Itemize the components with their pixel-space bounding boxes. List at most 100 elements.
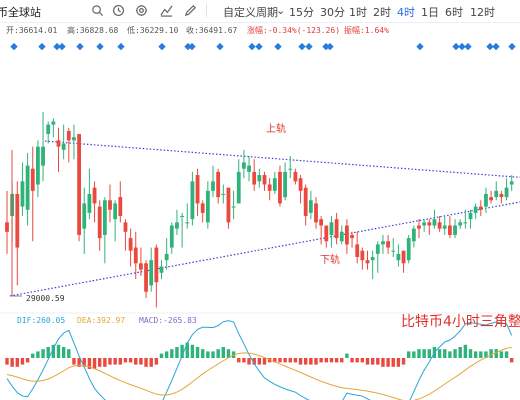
- macd-bar-25: [134, 358, 138, 365]
- candle-body-40: [211, 181, 215, 191]
- candle-body-33: [175, 222, 179, 229]
- candle-body-34: [180, 216, 184, 218]
- candle-body-4: [25, 165, 30, 210]
- candle-body-81: [422, 222, 427, 226]
- candle-body-64: [334, 219, 339, 239]
- candle-body-90: [468, 212, 473, 220]
- candle-body-87: [453, 225, 457, 235]
- macd-bar-12: [67, 349, 71, 358]
- macd-bar-11: [61, 347, 66, 358]
- upper-trendline: [44, 140, 520, 178]
- candle-body-48: [252, 171, 257, 185]
- macd-bar-53: [278, 358, 282, 363]
- period-2h[interactable]: 2时: [373, 6, 391, 19]
- chevron-down-icon[interactable]: ⌄: [276, 4, 286, 17]
- dif-line: [6, 320, 513, 400]
- candle-body-61: [319, 219, 324, 226]
- candle-body-83: [432, 219, 437, 226]
- macd-bar-76: [396, 358, 401, 367]
- macd-bar-52: [273, 358, 277, 363]
- candle-body-70: [365, 260, 370, 264]
- macd-bar-87: [453, 349, 457, 358]
- draw-icon[interactable]: [183, 3, 197, 17]
- period-4h[interactable]: 4时: [397, 6, 415, 19]
- macd-bar-72: [376, 358, 380, 365]
- candle-body-56: [293, 171, 298, 182]
- candle-body-72: [375, 244, 380, 254]
- macd-bar-59: [309, 358, 313, 365]
- candle-body-52: [272, 178, 277, 191]
- custom-period-dropdown[interactable]: 自定义周期: [223, 6, 278, 19]
- candle-body-92: [478, 206, 483, 210]
- low-price-marker: 29000.59: [26, 294, 65, 303]
- macd-bar-97: [504, 351, 509, 358]
- candle-body-80: [417, 225, 421, 229]
- candle-body-96: [499, 193, 504, 198]
- macd-bar-65: [340, 358, 344, 363]
- candle-body-84: [437, 222, 442, 229]
- macd-bar-43: [226, 349, 231, 358]
- indicator-icon[interactable]: [159, 3, 173, 17]
- candle-body-42: [221, 193, 226, 195]
- candle-body-73: [381, 241, 385, 245]
- candle-body-59: [308, 200, 313, 213]
- macd-bar-79: [412, 351, 416, 358]
- macd-bar-55: [288, 358, 292, 363]
- candle-body-79: [411, 228, 416, 242]
- candle-body-9: [51, 121, 56, 125]
- candle-body-53: [278, 171, 282, 204]
- upper-trendline-label: 上轨: [266, 124, 286, 135]
- candle-body-25: [133, 247, 138, 264]
- close-value: 收:36491.67: [186, 26, 238, 35]
- period-1d[interactable]: 1日: [421, 6, 439, 19]
- period-12h[interactable]: 12时: [470, 6, 495, 19]
- candle-body-69: [360, 250, 365, 261]
- signal-marker-23: [492, 42, 500, 51]
- period-15m[interactable]: 15分: [289, 6, 314, 19]
- macd-bar-82: [427, 349, 431, 358]
- candle-body-37: [195, 175, 200, 204]
- macd-bar-50: [262, 358, 267, 365]
- macd-bar-16: [87, 358, 92, 369]
- signal-marker-3: [58, 42, 66, 51]
- site-label: 币全球站: [0, 6, 41, 19]
- period-6h[interactable]: 6时: [445, 6, 463, 19]
- candle-body-41: [216, 171, 221, 198]
- candle-body-35: [185, 222, 190, 224]
- signal-marker-6: [117, 42, 125, 51]
- macd-bar-10: [56, 344, 61, 358]
- clock-icon[interactable]: [111, 3, 125, 17]
- macd-bar-23: [123, 358, 128, 363]
- candle-body-82: [427, 222, 432, 226]
- candle-body-14: [77, 134, 81, 235]
- candle-body-18: [97, 206, 102, 239]
- candle-body-31: [164, 253, 169, 261]
- signal-marker-7: [158, 42, 166, 51]
- signal-marker-24: [508, 42, 516, 51]
- macd-bar-8: [46, 347, 50, 358]
- search-icon[interactable]: [90, 3, 104, 17]
- period-1h[interactable]: 1时: [349, 6, 367, 19]
- macd-bar-86: [448, 351, 452, 358]
- macd-bar-28: [149, 358, 153, 367]
- macd-bar-30: [159, 353, 164, 358]
- candle-body-91: [473, 206, 478, 213]
- candle-body-3: [20, 181, 25, 207]
- candle-body-63: [329, 222, 334, 235]
- amplitude-value: 振幅:1.64%: [344, 26, 389, 35]
- candle-body-86: [448, 225, 452, 235]
- candle-body-38: [200, 203, 205, 213]
- macd-bar-96: [499, 351, 504, 358]
- candle-body-26: [139, 263, 143, 270]
- period-30m[interactable]: 30分: [320, 6, 345, 19]
- macd-bar-37: [195, 347, 200, 358]
- signal-marker-15: [305, 42, 313, 51]
- candle-body-85: [442, 225, 447, 229]
- candle-body-30: [159, 266, 164, 273]
- macd-bar-93: [484, 351, 488, 358]
- settings-icon[interactable]: [134, 3, 148, 17]
- macd-bar-27: [144, 358, 148, 367]
- macd-bar-35: [185, 342, 189, 358]
- candle-body-27: [144, 263, 148, 292]
